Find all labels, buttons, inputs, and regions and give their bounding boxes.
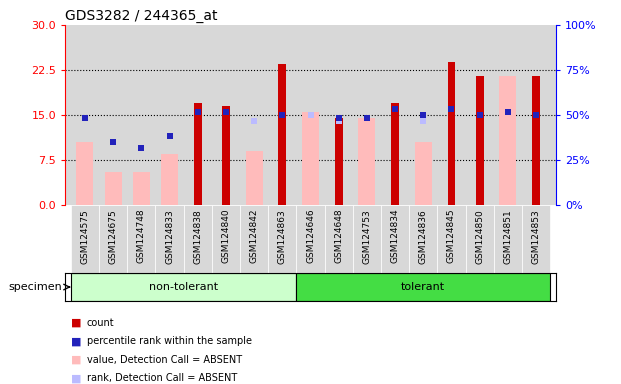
Text: GSM124575: GSM124575 [81, 209, 89, 263]
Text: ■: ■ [71, 318, 82, 328]
Bar [155, 205, 184, 273]
Bar [499, 76, 516, 205]
Bar [302, 112, 319, 205]
Text: count: count [87, 318, 114, 328]
Bar [296, 273, 550, 301]
Bar [476, 76, 484, 205]
Bar [381, 205, 409, 273]
Text: GDS3282 / 244365_at: GDS3282 / 244365_at [65, 8, 218, 23]
Text: ■: ■ [71, 373, 82, 383]
Text: GSM124675: GSM124675 [109, 209, 117, 263]
Bar [240, 205, 268, 273]
Bar [409, 205, 437, 273]
Text: GSM124834: GSM124834 [391, 209, 399, 263]
Bar [358, 118, 375, 205]
Bar [532, 76, 540, 205]
Bar [222, 106, 230, 205]
Text: GSM124838: GSM124838 [193, 209, 202, 263]
Bar [335, 118, 343, 205]
Text: GSM124863: GSM124863 [278, 209, 287, 263]
Text: non-tolerant: non-tolerant [149, 282, 218, 292]
Bar [448, 62, 455, 205]
Text: GSM124850: GSM124850 [475, 209, 484, 263]
Text: GSM124833: GSM124833 [165, 209, 174, 263]
Text: tolerant: tolerant [401, 282, 445, 292]
Bar [268, 205, 296, 273]
Text: GSM124840: GSM124840 [222, 209, 230, 263]
Text: ■: ■ [71, 355, 82, 365]
Text: GSM124842: GSM124842 [250, 209, 258, 263]
Bar [99, 205, 127, 273]
Bar [391, 103, 399, 205]
Bar [278, 64, 286, 205]
Text: GSM124836: GSM124836 [419, 209, 428, 263]
Text: GSM124748: GSM124748 [137, 209, 146, 263]
Text: GSM124853: GSM124853 [532, 209, 540, 263]
Bar [494, 205, 522, 273]
Bar [466, 205, 494, 273]
Bar [437, 205, 466, 273]
Text: GSM124851: GSM124851 [504, 209, 512, 263]
Text: GSM124845: GSM124845 [447, 209, 456, 263]
Text: GSM124753: GSM124753 [363, 209, 371, 263]
Bar [161, 154, 178, 205]
Bar [127, 205, 155, 273]
Text: GSM124646: GSM124646 [306, 209, 315, 263]
Bar [296, 205, 325, 273]
Text: rank, Detection Call = ABSENT: rank, Detection Call = ABSENT [87, 373, 237, 383]
Text: specimen: specimen [8, 282, 62, 292]
Text: value, Detection Call = ABSENT: value, Detection Call = ABSENT [87, 355, 242, 365]
Bar [71, 205, 99, 273]
Bar [133, 172, 150, 205]
Bar [194, 103, 202, 205]
Bar [325, 205, 353, 273]
Bar [522, 205, 550, 273]
Bar [71, 273, 296, 301]
Bar [76, 142, 93, 205]
Bar [184, 205, 212, 273]
Bar [246, 151, 263, 205]
Text: percentile rank within the sample: percentile rank within the sample [87, 336, 252, 346]
Text: ■: ■ [71, 336, 82, 346]
Bar [353, 205, 381, 273]
Text: GSM124648: GSM124648 [334, 209, 343, 263]
Bar [415, 142, 432, 205]
Bar [212, 205, 240, 273]
Bar [105, 172, 122, 205]
